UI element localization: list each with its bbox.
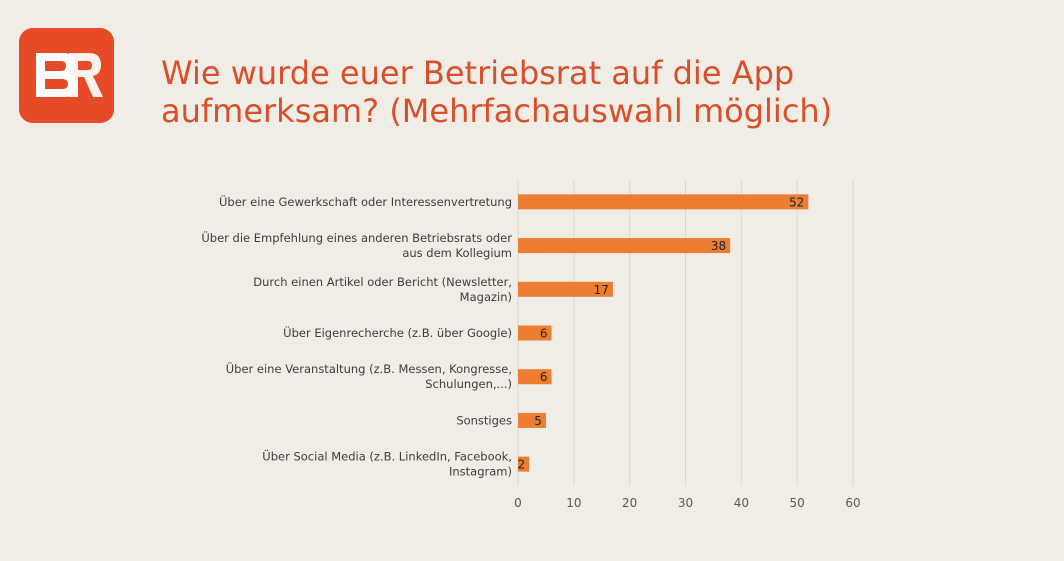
bar (518, 412, 546, 428)
chart-title: Wie wurde euer Betriebsrat auf die App a… (161, 54, 1021, 130)
x-tick-label: 30 (678, 496, 693, 510)
data-label: 17 (594, 283, 609, 297)
x-tick-label: 0 (514, 496, 522, 510)
data-label: 6 (540, 327, 548, 341)
br-logo (19, 28, 114, 123)
x-tick-label: 20 (622, 496, 637, 510)
bar (518, 281, 613, 297)
category-label: Über die Empfehlung eines anderen Betrie… (201, 229, 512, 260)
category-label-line: Instagram) (449, 465, 512, 479)
data-label: 52 (789, 195, 804, 209)
bar (518, 194, 809, 210)
category-label: Über Eigenrecherche (z.B. über Google) (283, 324, 512, 340)
bar (518, 369, 552, 385)
bar (518, 456, 530, 472)
bar (518, 325, 552, 341)
data-label: 5 (534, 414, 542, 428)
data-label: 2 (518, 458, 526, 472)
category-label-line: Durch einen Artikel oder Bericht (Newsle… (253, 275, 512, 289)
category-label-line: Sonstiges (456, 413, 512, 427)
category-label: Sonstiges (456, 413, 512, 427)
x-tick-label: 40 (734, 496, 749, 510)
category-label: Durch einen Artikel oder Bericht (Newsle… (253, 275, 512, 304)
category-label-line: Magazin) (460, 290, 512, 304)
category-label: Über eine Gewerkschaft oder Interessenve… (219, 193, 512, 209)
category-label-line: aus dem Kollegium (402, 246, 512, 260)
category-label: Über Social Media (z.B. LinkedIn, Facebo… (262, 448, 512, 479)
data-label: 38 (711, 239, 726, 253)
chart-title-line-2: aufmerksam? (Mehrfachauswahl möglich) (161, 92, 833, 130)
category-label-line: Über eine Gewerkschaft oder Interessenve… (219, 193, 512, 209)
category-label-line: Über die Empfehlung eines anderen Betrie… (201, 229, 512, 245)
data-label: 6 (540, 370, 548, 384)
category-label-line: Schulungen,...) (425, 377, 512, 391)
x-tick-label: 50 (790, 496, 805, 510)
category-label-line: Über Eigenrecherche (z.B. über Google) (283, 324, 512, 340)
category-label-line: Über eine Veranstaltung (z.B. Messen, Ko… (226, 360, 512, 376)
br-logo-mark (19, 28, 114, 123)
category-label-line: Über Social Media (z.B. LinkedIn, Facebo… (262, 448, 512, 464)
chart-title-line-1: Wie wurde euer Betriebsrat auf die App (161, 54, 795, 92)
x-tick-label: 10 (566, 496, 581, 510)
category-label: Über eine Veranstaltung (z.B. Messen, Ko… (226, 360, 512, 391)
bar (518, 238, 731, 254)
x-tick-label: 60 (845, 496, 860, 510)
